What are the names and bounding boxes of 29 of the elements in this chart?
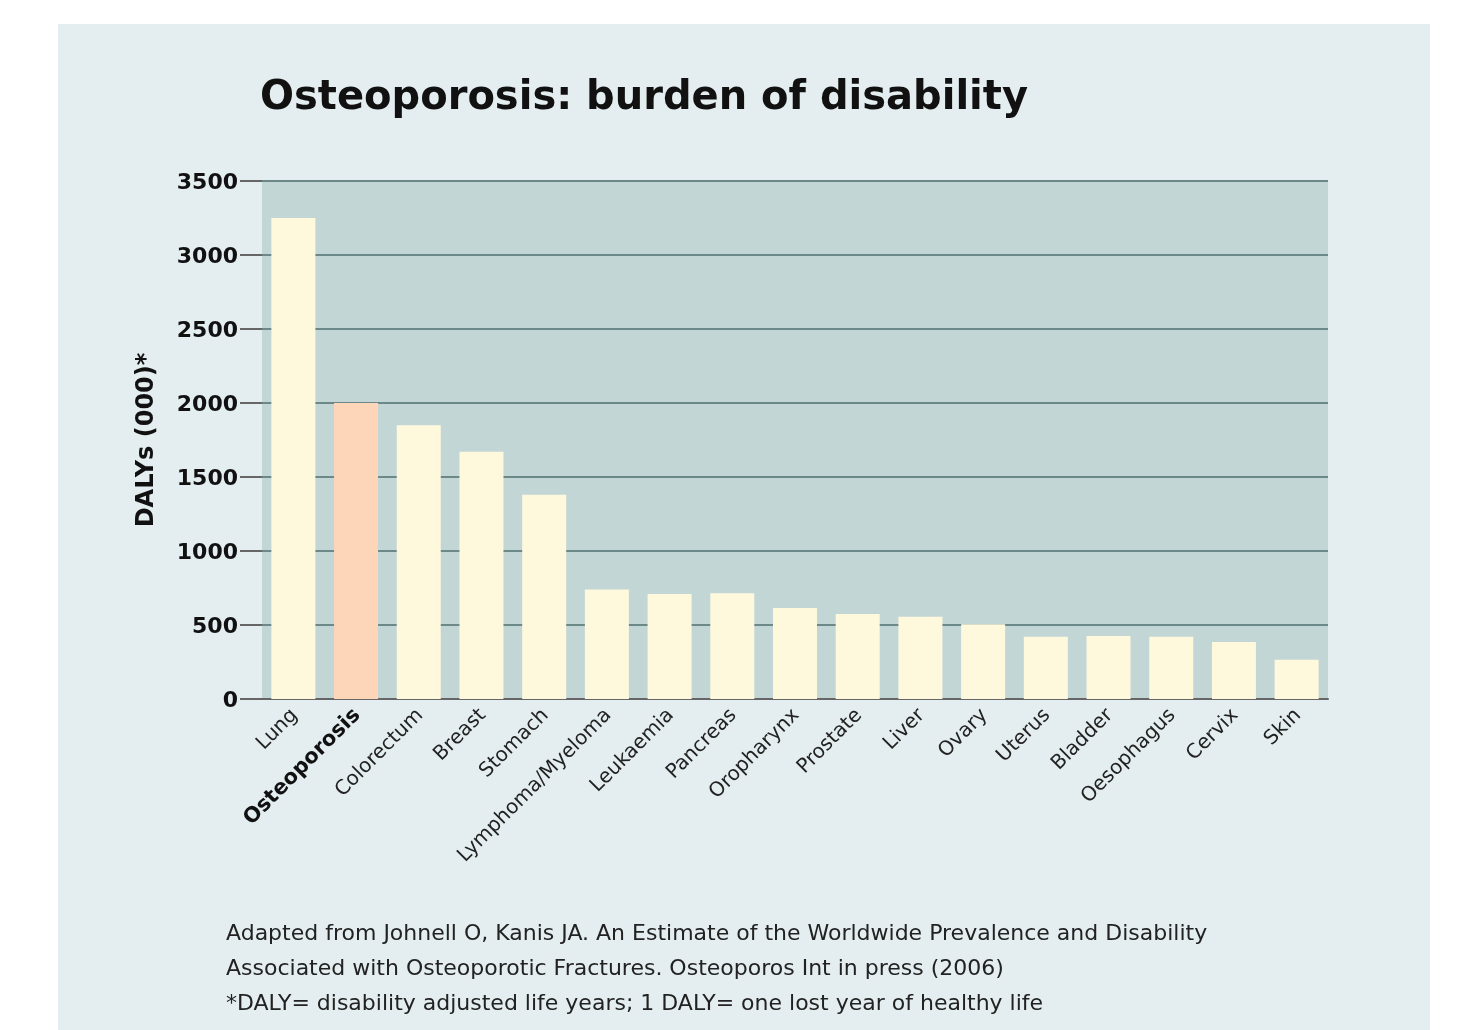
bar (961, 624, 1006, 699)
y-tick-label: 1000 (176, 538, 238, 564)
bar (334, 403, 379, 699)
y-tick-label: 1500 (176, 464, 238, 490)
y-tick-label: 2000 (176, 390, 238, 416)
y-axis-title: DALYs (000)* (131, 352, 159, 528)
bar (522, 494, 567, 699)
bar (584, 589, 629, 699)
bar (1086, 636, 1131, 699)
y-tick-label: 3000 (176, 242, 238, 268)
text: *DALY= disability adjusted life years; 1 DALY= one lost year of healthy life (226, 990, 1044, 1015)
bar (1149, 636, 1194, 699)
y-tick-label: 3500 (176, 168, 238, 194)
bar (1211, 642, 1256, 699)
chart-title: Osteoporosis: burden of disability (260, 72, 1029, 118)
y-tick-label: 0 (222, 686, 238, 712)
text: Adapted from Johnell O, Kanis JA. An Estimate of the Worldwide Prevalence and Disability Associated with Osteoporotic Fractures. Osteoporos Int in press (2006) (226, 920, 1215, 980)
bar (1023, 636, 1068, 699)
y-tick-label: 2500 (176, 316, 238, 342)
bar (898, 616, 943, 699)
bar (459, 451, 504, 699)
bar (396, 425, 441, 699)
bar (271, 218, 316, 699)
y-tick-label: 500 (192, 612, 238, 638)
bar (773, 607, 817, 699)
bar (710, 593, 755, 699)
bar (835, 613, 880, 699)
bar (1274, 659, 1319, 699)
bar (647, 593, 692, 699)
